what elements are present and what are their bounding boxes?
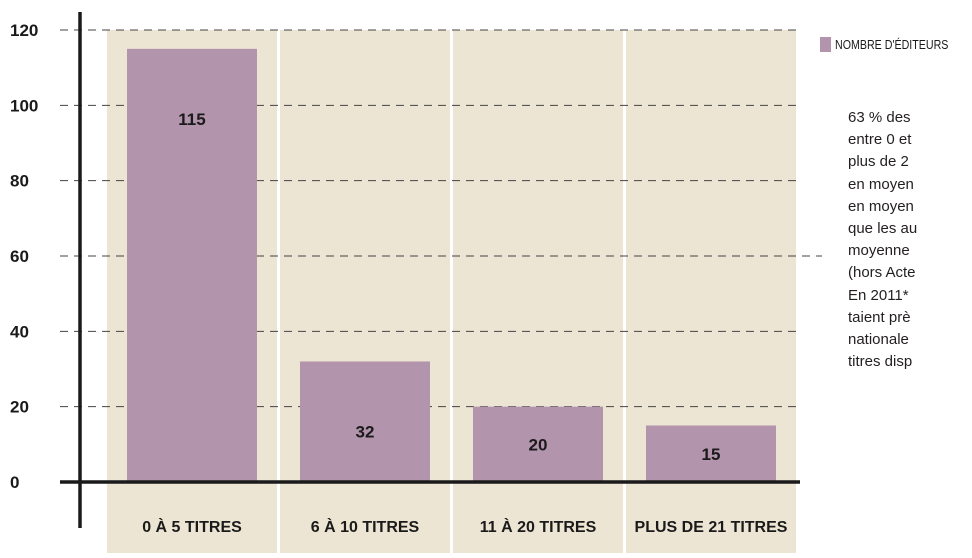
bar xyxy=(473,406,603,482)
y-tick-label: 60 xyxy=(10,247,29,266)
y-axis-tick-labels: 0 20 40 60 80 100 120 xyxy=(10,21,38,492)
y-tick-label: 40 xyxy=(10,322,29,341)
side-text-line: En 2011* xyxy=(848,286,909,304)
side-text-line: taient prè xyxy=(848,308,911,326)
data-label: 115 xyxy=(178,110,205,129)
side-text-line: que les au xyxy=(848,220,918,238)
y-tick-label: 20 xyxy=(10,398,29,417)
side-text-line: en moyen xyxy=(848,197,914,215)
x-tick-label: PLUS DE 21 TITRES xyxy=(635,519,788,536)
x-tick-label: 6 À 10 TITRES xyxy=(311,517,420,536)
x-tick-label: 11 À 20 TITRES xyxy=(480,517,597,536)
bar xyxy=(127,48,257,482)
side-text-line: nationale xyxy=(848,331,909,349)
data-label: 32 xyxy=(356,422,375,441)
y-tick-label: 0 xyxy=(10,473,19,492)
data-label: 20 xyxy=(529,435,548,454)
side-text-line: plus de 2 xyxy=(848,153,909,171)
side-text-line: entre 0 et xyxy=(848,131,912,149)
y-tick-label: 80 xyxy=(10,172,29,191)
bar xyxy=(646,425,776,482)
side-text-line: (hors Acte xyxy=(848,264,916,282)
bar xyxy=(300,361,430,482)
legend-swatch xyxy=(820,37,831,52)
axes xyxy=(60,12,800,528)
x-tick-label: 0 À 5 TITRES xyxy=(142,517,242,536)
data-label: 15 xyxy=(702,445,721,464)
y-tick-label: 120 xyxy=(10,21,38,40)
side-text-line: titres disp xyxy=(848,353,913,371)
side-text-line: 63 % des xyxy=(848,109,911,126)
side-text-line: en moyen xyxy=(848,175,914,193)
y-tick-label: 100 xyxy=(10,96,38,115)
data-labels: 115 32 20 15 xyxy=(178,110,720,464)
bars xyxy=(127,48,776,482)
side-text: 63 % des entre 0 et plus de 2 en moyen en mo… xyxy=(848,107,972,373)
legend-label: NOMBRE D'ÉDITEURS xyxy=(835,37,949,52)
side-text-line: moyenne xyxy=(848,242,910,260)
legend: NOMBRE D'ÉDITEURS xyxy=(820,37,972,52)
x-axis-tick-labels: 0 À 5 TITRES 6 À 10 TITRES 11 À 20 TITRES P… xyxy=(142,517,788,536)
